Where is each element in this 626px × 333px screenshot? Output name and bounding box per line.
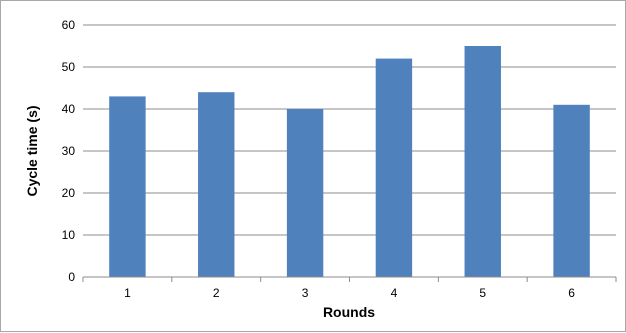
bar-round-1 bbox=[109, 96, 146, 278]
y-tick-label: 0 bbox=[68, 270, 75, 284]
x-tick-label: 2 bbox=[213, 286, 220, 300]
x-tick-label: 4 bbox=[391, 286, 398, 300]
x-tick-labels: 1 2 3 4 5 6 bbox=[124, 286, 575, 300]
gridlines bbox=[83, 24, 616, 236]
bar-round-2 bbox=[198, 92, 235, 277]
bar-round-4 bbox=[375, 58, 413, 277]
bar-round-5 bbox=[464, 46, 501, 277]
x-tick-label: 5 bbox=[479, 286, 486, 300]
y-tick-label: 30 bbox=[62, 144, 76, 158]
x-tick-label: 3 bbox=[302, 286, 309, 300]
x-tick-label: 6 bbox=[568, 286, 575, 300]
y-tick-labels: 0 10 20 30 40 50 60 bbox=[62, 18, 76, 284]
y-tick-label: 60 bbox=[62, 18, 76, 32]
x-axis-title: Rounds bbox=[323, 304, 375, 320]
y-tick-label: 10 bbox=[62, 228, 76, 242]
x-tick-label: 1 bbox=[124, 286, 131, 300]
bar-round-6 bbox=[553, 104, 590, 277]
y-tick-label: 20 bbox=[62, 186, 76, 200]
y-tick-label: 50 bbox=[62, 60, 76, 74]
y-tick-label: 40 bbox=[62, 102, 76, 116]
x-axis bbox=[82, 276, 617, 282]
bar-round-3 bbox=[286, 109, 324, 277]
y-axis-title: Cycle time (s) bbox=[24, 105, 40, 196]
bars bbox=[109, 46, 590, 278]
